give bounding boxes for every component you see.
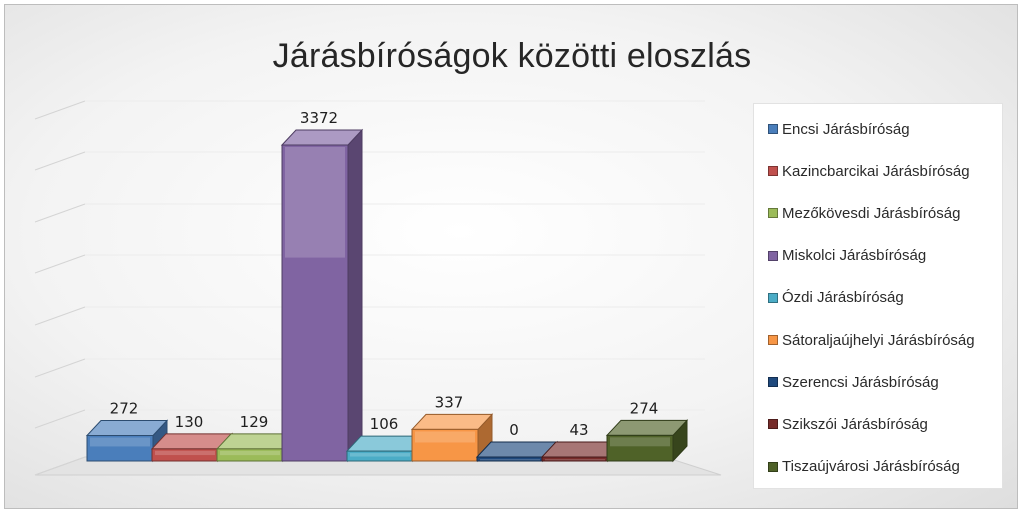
bar-highlight-8	[545, 458, 605, 461]
legend-label-7: Szerencsi Járásbíróság	[782, 373, 939, 391]
bar-highlight-7	[480, 459, 540, 461]
data-label-1: 272	[110, 400, 139, 418]
data-label-2: 130	[175, 413, 204, 431]
legend-item-7: Szerencsi Járásbíróság	[768, 371, 939, 393]
bar-4	[280, 128, 364, 463]
data-label-4: 3372	[300, 109, 338, 127]
bar-highlight-4	[285, 147, 345, 258]
bar-side-4	[347, 128, 363, 463]
legend-item-5: Ózdi Járásbíróság	[768, 287, 904, 309]
legend-swatch-9	[768, 461, 778, 472]
legend: Encsi Járásbíróság Kazincbarcikai Járásbí…	[753, 103, 1003, 489]
legend-swatch-5	[768, 292, 778, 303]
legend-item-6: Sátoraljaújhelyi Járásbíróság	[768, 329, 975, 351]
gridline-3	[34, 306, 86, 326]
data-label-9: 274	[630, 399, 659, 417]
legend-item-1: Encsi Járásbíróság	[768, 118, 910, 140]
legend-swatch-8	[768, 419, 778, 430]
data-label-5: 106	[370, 415, 399, 433]
bar-highlight-9	[610, 437, 670, 447]
legend-label-4: Miskolci Járásbíróság	[782, 247, 927, 265]
gridline-1	[34, 409, 86, 429]
data-label-8: 43	[569, 421, 588, 439]
legend-item-3: Mezőkövesdi Járásbíróság	[768, 202, 960, 224]
chart-title: Járásbíróságok közötti eloszlás	[272, 37, 752, 75]
bar-highlight-6	[415, 431, 475, 443]
bar-9	[605, 419, 689, 463]
bar-highlight-5	[350, 453, 410, 457]
bar-top-4	[280, 129, 364, 146]
legend-item-2: Kazincbarcikai Járásbíróság	[768, 160, 970, 182]
legend-swatch-1	[768, 124, 778, 134]
gridline-6	[34, 151, 86, 171]
data-label-6: 337	[435, 393, 464, 411]
bar-top-1	[85, 420, 169, 437]
gridline-0	[34, 456, 86, 476]
plot-area: 272 130 129 3372 106 337 0 43 274	[34, 100, 722, 476]
bar-top-6	[410, 413, 494, 430]
legend-label-6: Sátoraljaújhelyi Járásbíróság	[782, 331, 975, 349]
legend-label-3: Mezőkövesdi Járásbíróság	[782, 204, 961, 222]
bar-top-9	[605, 419, 689, 436]
legend-swatch-3	[768, 208, 778, 219]
bar-front-9	[606, 434, 674, 462]
legend-swatch-6	[768, 335, 778, 345]
gridline-4	[34, 254, 86, 274]
legend-swatch-7	[768, 377, 778, 388]
gridline-2	[34, 358, 86, 378]
legend-label-5: Ózdi Járásbíróság	[782, 289, 904, 307]
legend-item-9: Tiszaújvárosi Járásbíróság	[768, 456, 960, 478]
bar-highlight-1	[90, 437, 150, 447]
legend-label-2: Kazincbarcikai Járásbíróság	[782, 162, 970, 180]
bar-highlight-2	[155, 450, 215, 456]
legend-swatch-4	[768, 250, 778, 261]
data-label-3: 129	[240, 413, 269, 431]
bar-6	[410, 413, 494, 463]
bar-highlight-3	[220, 450, 280, 456]
chart-frame: Járásbíróságok közötti eloszlás 272 130 12…	[4, 4, 1018, 509]
data-label-7: 0	[509, 421, 519, 439]
legend-swatch-2	[768, 166, 778, 177]
legend-label-8: Szikszói Járásbíróság	[782, 415, 928, 433]
legend-item-4: Miskolci Járásbíróság	[768, 245, 926, 267]
gridline-7	[34, 100, 86, 120]
gridline-5	[34, 203, 86, 223]
legend-label-1: Encsi Járásbíróság	[782, 120, 910, 138]
legend-label-9: Tiszaújvárosi Járásbíróság	[782, 458, 960, 476]
legend-item-8: Szikszói Járásbíróság	[768, 413, 928, 435]
